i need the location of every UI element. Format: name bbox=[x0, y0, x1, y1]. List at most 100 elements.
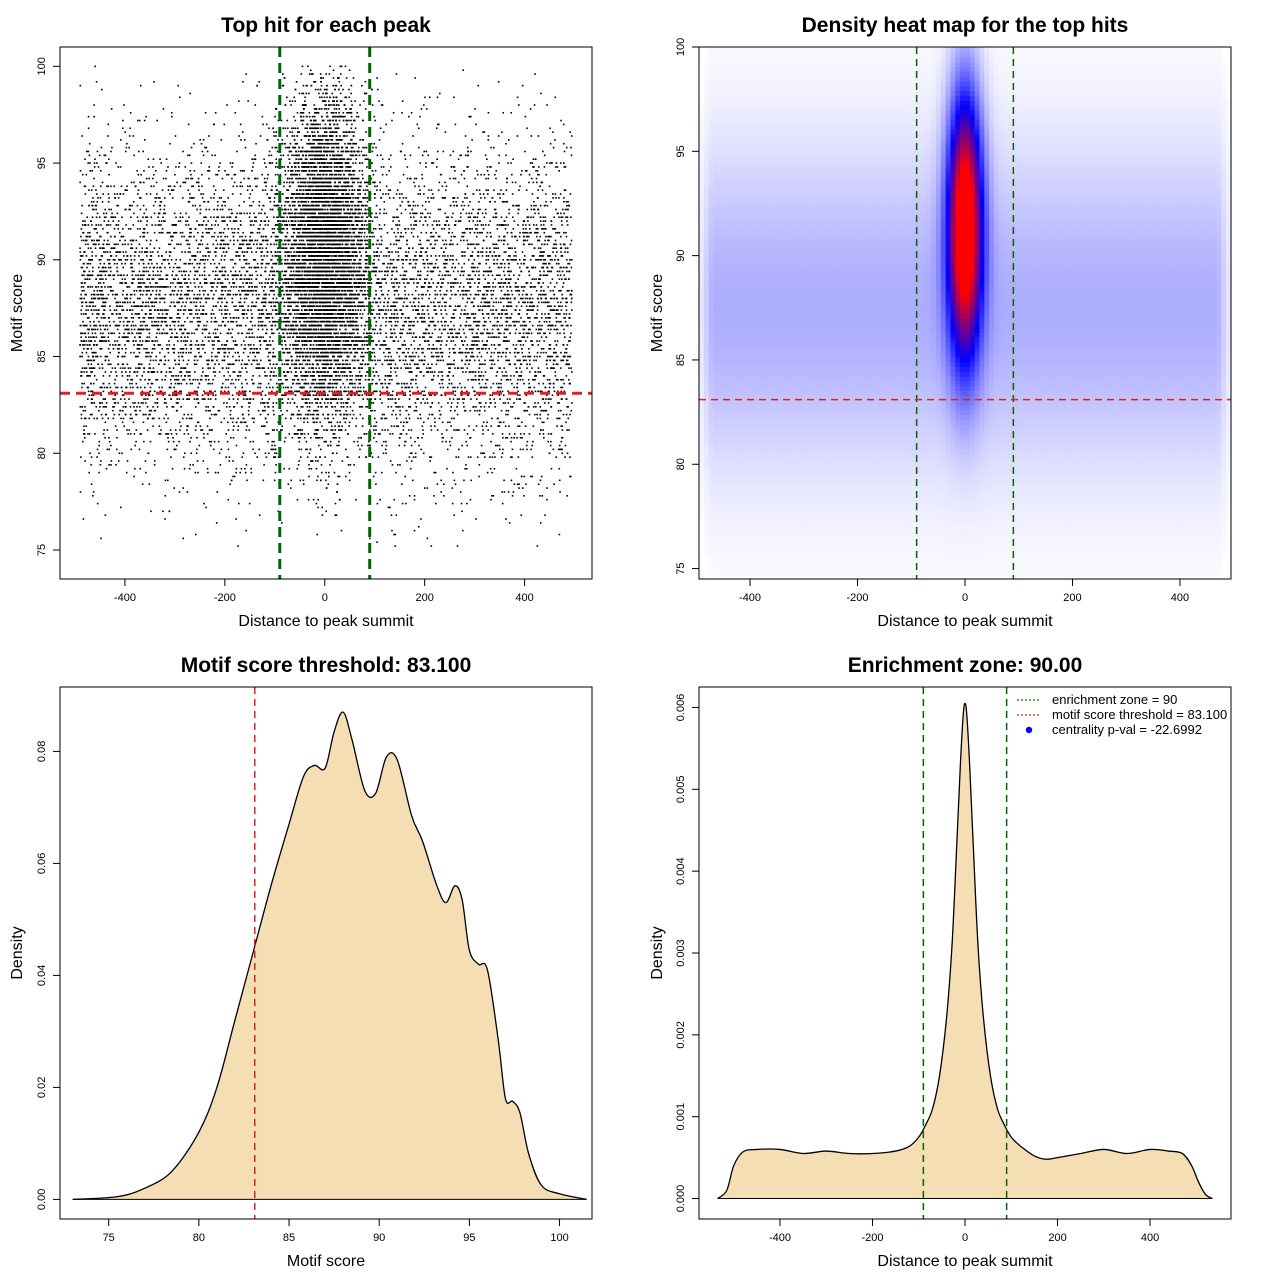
scatter-point bbox=[447, 282, 449, 284]
scatter-point bbox=[488, 317, 490, 319]
scatter-point bbox=[188, 398, 190, 400]
scatter-point bbox=[457, 387, 459, 389]
scatter-point bbox=[486, 251, 488, 253]
scatter-point bbox=[422, 213, 424, 215]
scatter-point bbox=[109, 375, 111, 377]
scatter-point bbox=[410, 302, 412, 304]
scatter-point bbox=[492, 336, 494, 338]
scatter-point bbox=[144, 139, 146, 141]
scatter-point bbox=[200, 209, 202, 211]
scatter-point bbox=[469, 274, 471, 276]
scatter-point bbox=[98, 267, 100, 269]
scatter-point bbox=[196, 220, 198, 222]
scatter-point bbox=[121, 305, 123, 307]
scatter-point bbox=[531, 278, 533, 280]
scatter-point bbox=[377, 333, 379, 335]
scatter-point bbox=[265, 185, 267, 187]
scatter-point bbox=[235, 352, 237, 354]
scatter-point bbox=[394, 402, 396, 404]
scatter-point bbox=[548, 452, 550, 454]
scatter-point bbox=[218, 325, 220, 327]
scatter-point bbox=[501, 240, 503, 242]
scatter-point bbox=[413, 228, 415, 230]
scatter-point bbox=[108, 244, 110, 246]
scatter-point bbox=[507, 232, 509, 234]
scatter-point bbox=[464, 251, 466, 253]
scatter-point bbox=[144, 232, 146, 234]
scatter-point bbox=[487, 139, 489, 141]
scatter-point bbox=[377, 240, 379, 242]
scatter-point bbox=[273, 131, 275, 133]
scatter-point bbox=[531, 244, 533, 246]
scatter-point bbox=[414, 213, 416, 215]
scatter-point bbox=[360, 336, 362, 338]
scatter-point bbox=[482, 429, 484, 431]
scatter-point bbox=[502, 375, 504, 377]
scatter-point bbox=[138, 174, 140, 176]
scatter-point bbox=[114, 398, 116, 400]
scatter-point bbox=[440, 480, 442, 482]
scatter-point bbox=[449, 228, 451, 230]
scatter-point bbox=[266, 387, 268, 389]
scatter-point bbox=[104, 309, 106, 311]
scatter-point bbox=[545, 236, 547, 238]
scatter-point bbox=[176, 244, 178, 246]
scatter-point bbox=[380, 127, 382, 129]
scatter-point bbox=[178, 271, 180, 273]
scatter-point bbox=[395, 236, 397, 238]
scatter-point bbox=[566, 205, 568, 207]
scatter-point bbox=[516, 398, 518, 400]
scatter-point bbox=[366, 433, 368, 435]
scatter-point bbox=[117, 166, 119, 168]
scatter-point bbox=[210, 197, 212, 199]
scatter-point bbox=[104, 398, 106, 400]
scatter-point bbox=[98, 224, 100, 226]
scatter-point bbox=[536, 414, 538, 416]
scatter-point bbox=[552, 193, 554, 195]
scatter-point bbox=[215, 189, 217, 191]
scatter-point bbox=[133, 290, 135, 292]
scatter-point bbox=[446, 429, 448, 431]
scatter-point bbox=[267, 313, 269, 315]
scatter-point bbox=[384, 360, 386, 362]
scatter-point bbox=[519, 333, 521, 335]
scatter-point bbox=[190, 236, 192, 238]
scatter-point bbox=[508, 139, 510, 141]
scatter-point bbox=[530, 282, 532, 284]
scatter-point bbox=[547, 356, 549, 358]
scatter-point bbox=[420, 518, 422, 520]
scatter-point bbox=[453, 201, 455, 203]
scatter-point bbox=[527, 220, 529, 222]
scatter-point bbox=[98, 166, 100, 168]
scatter-point bbox=[80, 236, 82, 238]
scatter-point bbox=[404, 298, 406, 300]
scatter-point bbox=[258, 213, 260, 215]
scatter-point bbox=[156, 193, 158, 195]
scatter-point bbox=[424, 263, 426, 265]
scatter-point bbox=[536, 340, 538, 342]
scatter-point bbox=[181, 356, 183, 358]
scatter-point bbox=[396, 278, 398, 280]
scatter-point bbox=[267, 402, 269, 404]
scatter-point bbox=[189, 236, 191, 238]
scatter-point bbox=[410, 383, 412, 385]
scatter-point bbox=[360, 185, 362, 187]
scatter-point bbox=[564, 151, 566, 153]
scatter-point bbox=[452, 282, 454, 284]
scatter-point bbox=[130, 414, 132, 416]
scatter-point bbox=[404, 363, 406, 365]
scatter-point bbox=[458, 182, 460, 184]
scatter-point bbox=[80, 259, 82, 261]
scatter-point bbox=[166, 422, 168, 424]
scatter-point bbox=[450, 240, 452, 242]
scatter-point bbox=[231, 178, 233, 180]
scatter-point bbox=[418, 356, 420, 358]
scatter-point bbox=[275, 135, 277, 137]
scatter-point bbox=[380, 344, 382, 346]
scatter-point bbox=[227, 356, 229, 358]
scatter-point bbox=[518, 375, 520, 377]
scatter-point bbox=[165, 414, 167, 416]
scatter-point bbox=[505, 414, 507, 416]
scatter-point bbox=[203, 155, 205, 157]
scatter-point bbox=[560, 213, 562, 215]
